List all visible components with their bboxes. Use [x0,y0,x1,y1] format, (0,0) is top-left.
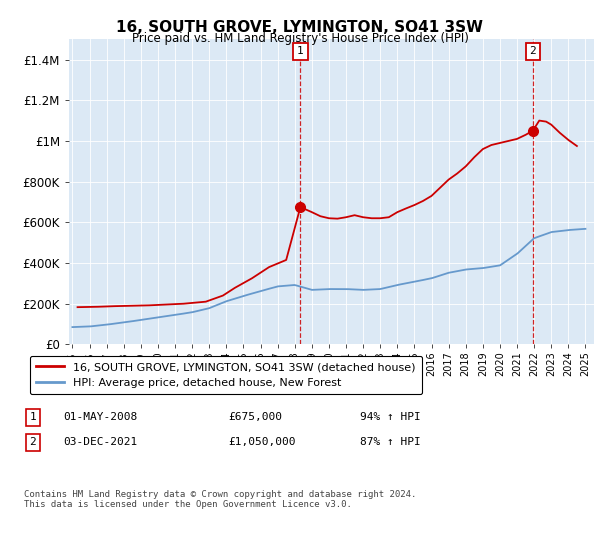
Legend: 16, SOUTH GROVE, LYMINGTON, SO41 3SW (detached house), HPI: Average price, detac: 16, SOUTH GROVE, LYMINGTON, SO41 3SW (de… [29,356,422,394]
Text: 03-DEC-2021: 03-DEC-2021 [63,437,137,447]
Text: 2: 2 [29,437,37,447]
Text: 94% ↑ HPI: 94% ↑ HPI [360,412,421,422]
Text: 01-MAY-2008: 01-MAY-2008 [63,412,137,422]
Text: 1: 1 [297,46,304,57]
Text: Price paid vs. HM Land Registry's House Price Index (HPI): Price paid vs. HM Land Registry's House … [131,32,469,45]
Text: 1: 1 [29,412,37,422]
Text: £1,050,000: £1,050,000 [228,437,296,447]
Text: 2: 2 [529,46,536,57]
Text: 16, SOUTH GROVE, LYMINGTON, SO41 3SW: 16, SOUTH GROVE, LYMINGTON, SO41 3SW [116,20,484,35]
Text: £675,000: £675,000 [228,412,282,422]
Text: 87% ↑ HPI: 87% ↑ HPI [360,437,421,447]
Text: Contains HM Land Registry data © Crown copyright and database right 2024.
This d: Contains HM Land Registry data © Crown c… [24,490,416,510]
